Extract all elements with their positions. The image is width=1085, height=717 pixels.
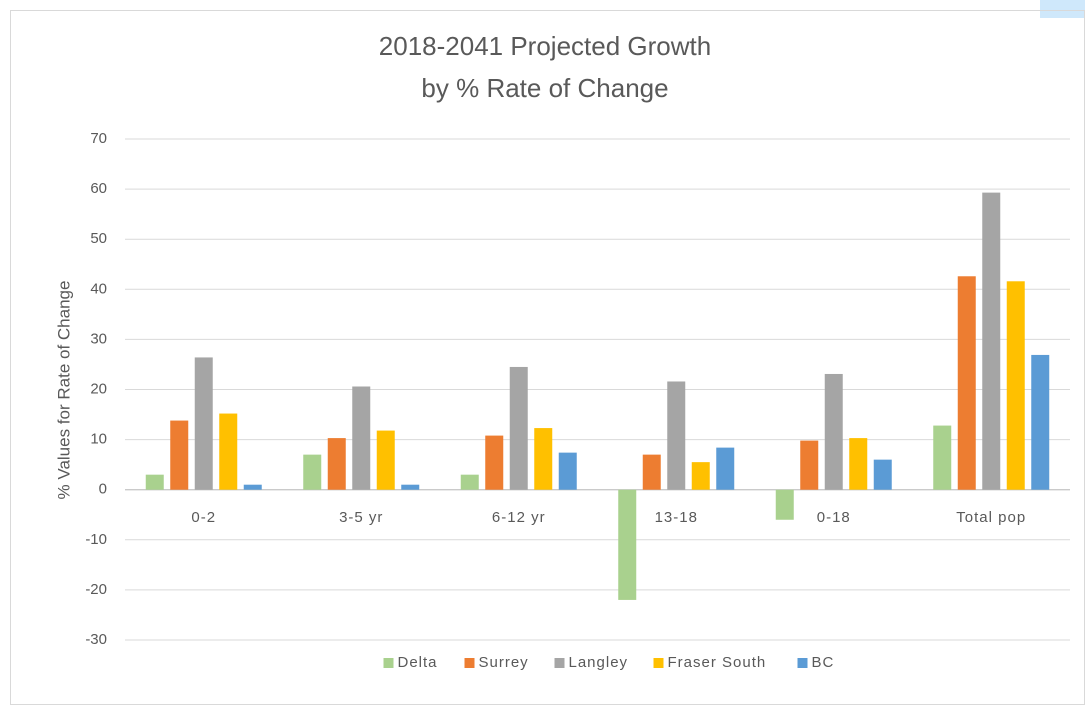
chart-title: 2018-2041 Projected Growth (379, 31, 711, 61)
bar (642, 454, 661, 490)
bar (933, 425, 952, 490)
bar (145, 474, 164, 490)
bar (824, 373, 843, 490)
bar (485, 435, 504, 490)
legend-label: Fraser South (668, 654, 767, 671)
bar (691, 462, 710, 490)
bar (219, 413, 238, 490)
y-tick-label: -20 (85, 581, 107, 598)
legend-swatch (554, 658, 565, 668)
bar (1006, 281, 1025, 490)
bar (957, 276, 976, 490)
bar (849, 438, 868, 490)
bar (460, 474, 479, 490)
bar (667, 381, 686, 490)
bar (303, 454, 322, 490)
y-tick-label: 70 (90, 130, 107, 147)
bar (327, 438, 346, 490)
bar (618, 489, 637, 600)
y-tick-label: -30 (85, 631, 107, 648)
bar (243, 484, 262, 490)
legend-label: Langley (569, 654, 629, 671)
y-tick-label: -10 (85, 531, 107, 548)
y-tick-label: 40 (90, 280, 107, 297)
y-tick-label: 60 (90, 180, 107, 197)
bar (194, 357, 213, 490)
legend-swatch (797, 658, 808, 668)
bar (376, 430, 395, 490)
legend-swatch (464, 658, 475, 668)
bar (352, 386, 371, 490)
bar (716, 447, 735, 490)
legend-swatch (383, 658, 394, 668)
legend-swatch (653, 658, 664, 668)
legend-label: Surrey (479, 654, 529, 671)
bar (509, 366, 528, 490)
x-tick-label: Total pop (956, 509, 1026, 526)
x-tick-label: 13-18 (655, 509, 698, 526)
x-tick-label: 3-5 yr (339, 509, 383, 526)
x-tick-label: 0-2 (191, 509, 216, 526)
y-tick-label: 0 (99, 481, 107, 498)
y-tick-label: 20 (90, 380, 107, 397)
corner-tab (1040, 0, 1085, 18)
y-tick-label: 50 (90, 230, 107, 247)
bar (873, 459, 892, 490)
bar (401, 484, 420, 490)
y-tick-label: 10 (90, 431, 107, 448)
bar (170, 420, 189, 490)
x-tick-label: 6-12 yr (492, 509, 546, 526)
bar (982, 192, 1001, 490)
bar (1031, 354, 1050, 490)
chart-border (10, 10, 1085, 705)
bar (534, 428, 553, 490)
bar (800, 440, 819, 490)
bar (775, 489, 794, 520)
y-tick-label: 30 (90, 330, 107, 347)
bar (558, 452, 577, 490)
y-axis-label: % Values for Rate of Change (54, 281, 73, 500)
chart-subtitle: by % Rate of Change (421, 73, 668, 103)
legend-label: BC (812, 654, 835, 671)
x-tick-label: 0-18 (817, 509, 851, 526)
legend-label: Delta (398, 654, 438, 671)
